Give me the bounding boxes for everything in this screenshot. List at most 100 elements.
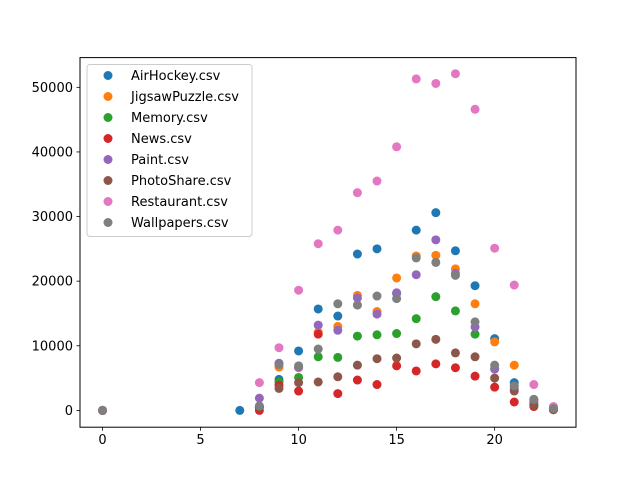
data-point xyxy=(431,235,441,245)
data-point xyxy=(254,401,264,411)
legend-label: JigsawPuzzle.csv xyxy=(130,90,239,105)
data-point xyxy=(333,225,343,235)
data-point xyxy=(294,386,304,396)
data-point xyxy=(450,363,460,373)
legend-label: Restaurant.csv xyxy=(131,195,228,210)
data-point xyxy=(470,104,480,114)
x-tick-label: 15 xyxy=(388,433,405,448)
y-tick-label: 50000 xyxy=(32,81,73,96)
data-point xyxy=(313,344,323,354)
legend-label: News.csv xyxy=(131,132,192,147)
data-point xyxy=(431,292,441,302)
data-point xyxy=(235,405,245,415)
data-point xyxy=(411,74,421,84)
legend-label: AirHockey.csv xyxy=(131,69,221,84)
data-point xyxy=(352,293,362,303)
data-point xyxy=(274,360,284,370)
data-point xyxy=(411,366,421,376)
data-point xyxy=(333,325,343,335)
data-point xyxy=(372,244,382,254)
data-point xyxy=(254,378,264,388)
y-tick-label: 30000 xyxy=(32,210,73,225)
data-point xyxy=(294,285,304,295)
data-point xyxy=(509,280,519,290)
data-point xyxy=(431,257,441,267)
y-tick-label: 40000 xyxy=(32,145,73,160)
legend-box xyxy=(86,64,253,237)
data-point xyxy=(333,372,343,382)
data-point xyxy=(490,373,500,383)
data-point xyxy=(313,329,323,339)
x-tick-label: 5 xyxy=(196,433,204,448)
data-point xyxy=(450,270,460,280)
data-point xyxy=(509,397,519,407)
data-point xyxy=(490,243,500,253)
data-point xyxy=(294,378,304,388)
data-point xyxy=(392,361,402,371)
y-tick-label: 10000 xyxy=(32,339,73,354)
legend-label: Memory.csv xyxy=(131,111,208,126)
data-point xyxy=(470,299,480,309)
legend-marker xyxy=(103,197,113,206)
data-point xyxy=(392,329,402,339)
legend-label: Wallpapers.csv xyxy=(131,216,229,231)
x-tick-label: 10 xyxy=(290,433,307,448)
legend-label: Paint.csv xyxy=(131,153,189,168)
data-point xyxy=(392,142,402,152)
legend-marker xyxy=(103,134,113,143)
data-point xyxy=(254,393,264,403)
legend-marker xyxy=(103,92,113,101)
data-point xyxy=(352,360,362,370)
data-point xyxy=(392,353,402,363)
x-tick-label: 20 xyxy=(486,433,503,448)
data-point xyxy=(509,360,519,370)
data-point xyxy=(529,394,539,404)
data-point xyxy=(313,377,323,387)
data-point xyxy=(529,380,539,390)
plot-frame xyxy=(79,57,577,428)
data-points xyxy=(98,69,558,415)
legend: AirHockey.csv JigsawPuzzle.csv Memory.csv N… xyxy=(86,64,253,237)
data-point xyxy=(372,176,382,186)
data-point xyxy=(431,250,441,260)
data-point xyxy=(450,348,460,358)
data-point xyxy=(470,371,480,381)
data-point xyxy=(411,314,421,324)
data-point xyxy=(274,383,284,393)
legend-label: PhotoShare.csv xyxy=(131,174,232,189)
data-point xyxy=(450,306,460,316)
data-point xyxy=(470,317,480,327)
data-point xyxy=(294,361,304,371)
data-point xyxy=(313,304,323,314)
data-point xyxy=(431,359,441,369)
data-point xyxy=(333,299,343,309)
data-point xyxy=(372,291,382,301)
x-axis-ticks: 0 5 10 15 20 xyxy=(98,427,503,448)
data-point xyxy=(333,389,343,399)
data-point xyxy=(431,78,441,88)
data-point xyxy=(509,381,519,391)
data-point xyxy=(411,339,421,349)
data-point xyxy=(313,239,323,249)
data-point xyxy=(490,337,500,347)
data-point xyxy=(313,320,323,330)
data-point xyxy=(411,270,421,280)
data-point xyxy=(392,294,402,304)
x-tick-label: 0 xyxy=(98,433,106,448)
data-point xyxy=(333,352,343,362)
data-point xyxy=(431,334,441,344)
data-point xyxy=(352,249,362,259)
legend-marker xyxy=(103,218,113,227)
data-point xyxy=(372,330,382,340)
y-axis-ticks: 0 10000 20000 30000 40000 50000 xyxy=(32,81,80,419)
data-point xyxy=(274,343,284,353)
data-point xyxy=(450,246,460,256)
data-point xyxy=(372,354,382,364)
y-tick-label: 0 xyxy=(65,404,73,419)
data-point xyxy=(490,382,500,392)
data-point xyxy=(352,300,362,310)
data-point xyxy=(352,375,362,385)
legend-marker xyxy=(103,113,113,122)
data-point xyxy=(431,208,441,218)
